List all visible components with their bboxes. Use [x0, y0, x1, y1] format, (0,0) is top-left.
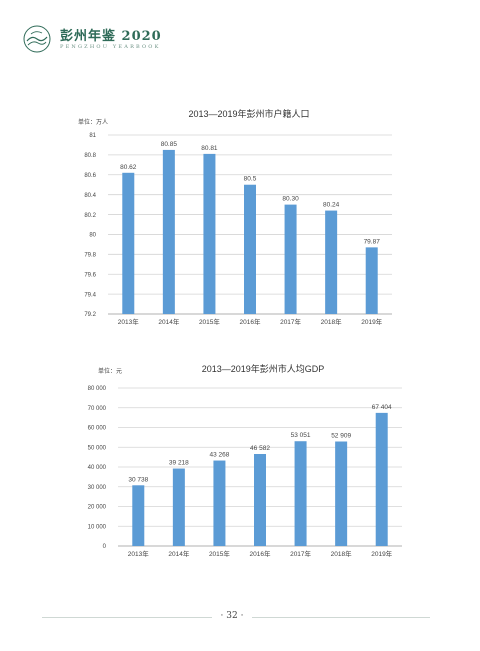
x-tick-label: 2015年: [199, 317, 220, 326]
data-label: 80.5: [244, 176, 257, 183]
yearbook-title: 彭州年鉴 2020: [60, 29, 162, 44]
data-label: 30 738: [128, 476, 148, 483]
bar: [375, 412, 388, 546]
y-tick-label: 0: [103, 544, 107, 550]
y-tick-label: 40 000: [88, 465, 107, 471]
x-tick-label: 2019年: [361, 317, 382, 326]
y-tick-label: 80.6: [84, 173, 96, 179]
bar: [213, 460, 226, 546]
y-tick-label: 30 000: [88, 485, 107, 491]
y-tick-label: 80.4: [84, 193, 96, 199]
data-label: 52 909: [331, 433, 351, 440]
data-label: 39 218: [169, 460, 189, 467]
y-tick-label: 80.8: [84, 153, 96, 159]
x-tick-label: 2015年: [209, 549, 230, 558]
chart-title: 2013—2019年彭州市人均GDP: [202, 363, 325, 374]
bar: [335, 441, 348, 546]
y-tick-label: 79.2: [84, 312, 96, 318]
page-number: · 32 ·: [220, 611, 244, 621]
bar: [284, 204, 297, 314]
wave-emblem-icon: [23, 25, 51, 53]
y-tick-label: 79.6: [84, 272, 96, 278]
bar: [365, 247, 378, 314]
y-tick-label: 70 000: [88, 406, 107, 412]
x-tick-label: 2013年: [128, 549, 149, 558]
data-label: 80.24: [323, 202, 340, 209]
data-label: 53 051: [291, 432, 311, 439]
bar: [132, 485, 145, 546]
chart-title: 2013—2019年彭州市户籍人口: [188, 108, 309, 119]
bar: [162, 149, 175, 314]
data-label: 80.30: [282, 196, 299, 203]
y-tick-label: 79.4: [84, 292, 96, 298]
x-tick-label: 2018年: [331, 549, 352, 558]
data-label: 46 582: [250, 445, 270, 452]
y-tick-label: 80: [89, 233, 96, 239]
x-tick-label: 2014年: [158, 317, 179, 326]
data-label: 80.85: [161, 141, 178, 148]
x-tick-label: 2013年: [118, 317, 139, 326]
y-tick-label: 60 000: [88, 426, 107, 432]
y-tick-label: 80.2: [84, 213, 96, 219]
bar: [122, 172, 135, 314]
footer-divider-left: [42, 617, 212, 618]
y-tick-label: 10 000: [88, 524, 107, 530]
y-tick-label: 79.8: [84, 253, 96, 259]
population-chart: 2013—2019年彭州市户籍人口单位：万人 79.2 79.4 79.6 79.8 80…: [0, 100, 480, 340]
x-tick-label: 2014年: [168, 549, 189, 558]
bar: [203, 153, 216, 314]
x-tick-label: 2017年: [290, 549, 311, 558]
x-tick-label: 2018年: [321, 317, 342, 326]
unit-label: 单位：元: [98, 367, 122, 375]
y-tick-label: 81: [89, 133, 96, 139]
data-label: 79.87: [364, 238, 381, 245]
bar: [325, 210, 338, 314]
data-label: 80.81: [201, 145, 218, 152]
bar: [254, 454, 266, 546]
gdp-per-capita-chart: 2013—2019年彭州市人均GDP 单位：元 0 10 000 20 000 30 00…: [0, 358, 480, 568]
x-tick-label: 2016年: [240, 317, 261, 326]
bar: [294, 441, 307, 546]
y-tick-label: 80 000: [88, 386, 107, 392]
yearbook-subtitle: PENGZHOU YEARBOOK: [60, 44, 161, 50]
x-tick-label: 2019年: [371, 549, 392, 558]
bar: [172, 468, 185, 546]
data-label: 43 268: [209, 452, 229, 459]
x-tick-label: 2016年: [250, 549, 271, 558]
data-label: 67 404: [372, 404, 392, 411]
unit-label: 单位：万人: [78, 118, 108, 126]
page-header: 彭州年鉴 2020 PENGZHOU YEARBOOK: [22, 22, 222, 62]
y-tick-label: 50 000: [88, 445, 107, 451]
footer-divider-right: [252, 617, 430, 618]
x-tick-label: 2017年: [280, 317, 301, 326]
y-tick-label: 20 000: [88, 505, 107, 511]
bar: [244, 184, 256, 314]
data-label: 80.62: [120, 164, 137, 171]
